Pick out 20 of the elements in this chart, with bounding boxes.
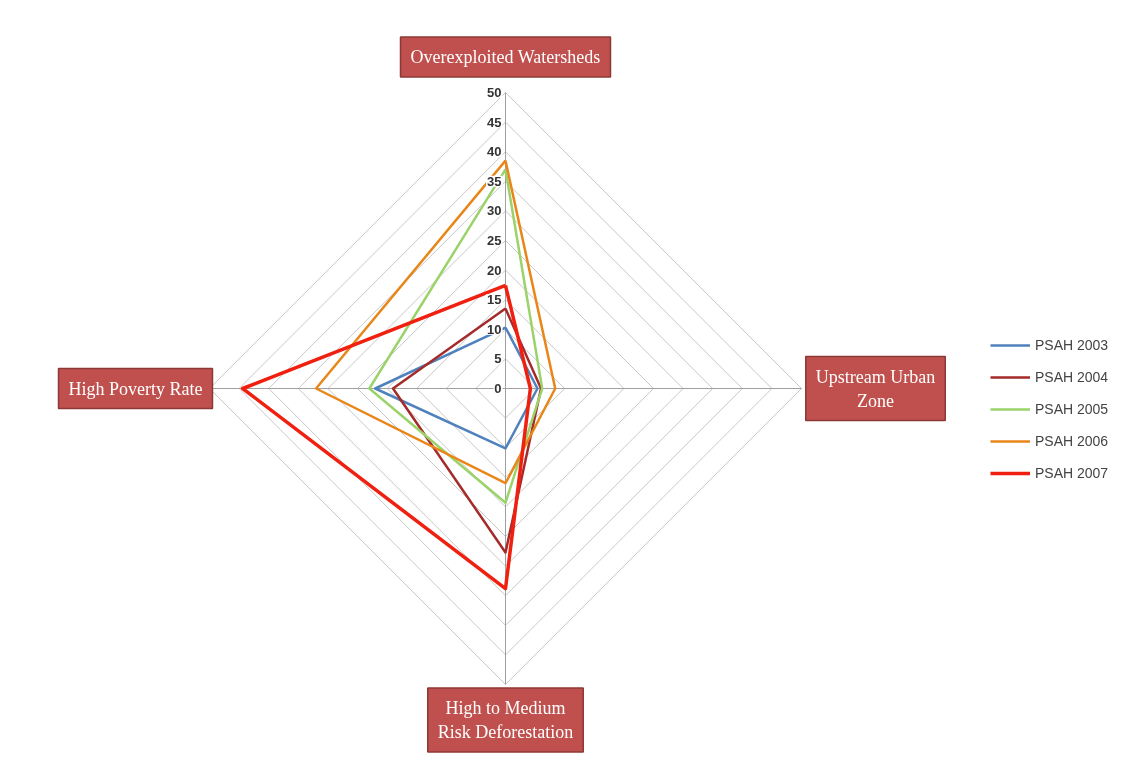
y-tick-label: 15 — [487, 292, 502, 308]
legend-label: PSAH 2005 — [1035, 401, 1109, 417]
y-tick-label: 10 — [487, 321, 502, 337]
y-tick-label: 25 — [487, 233, 502, 248]
legend-label: PSAH 2004 — [1035, 369, 1109, 385]
spoke-label: High Poverty Rate — [68, 378, 203, 399]
y-tick-label: 45 — [487, 114, 502, 130]
y-tick-label: 50 — [487, 85, 502, 100]
y-tick-label: 0 — [494, 381, 502, 396]
y-tick-label: 35 — [487, 173, 502, 189]
legend-label: PSAH 2003 — [1035, 337, 1109, 353]
spoke-label: Upstream Urban Zone — [815, 366, 936, 411]
y-tick-label: 20 — [487, 262, 502, 278]
legend-label: PSAH 2006 — [1035, 433, 1109, 449]
y-tick-label: 5 — [494, 351, 502, 367]
spoke-label: High to Medium Risk Deforestation — [437, 698, 574, 743]
y-tick-label: 40 — [487, 144, 502, 160]
legend-label: PSAH 2007 — [1035, 465, 1109, 481]
spoke-label: Overexploited Watersheds — [410, 46, 601, 67]
y-tick-label: 30 — [487, 203, 502, 219]
